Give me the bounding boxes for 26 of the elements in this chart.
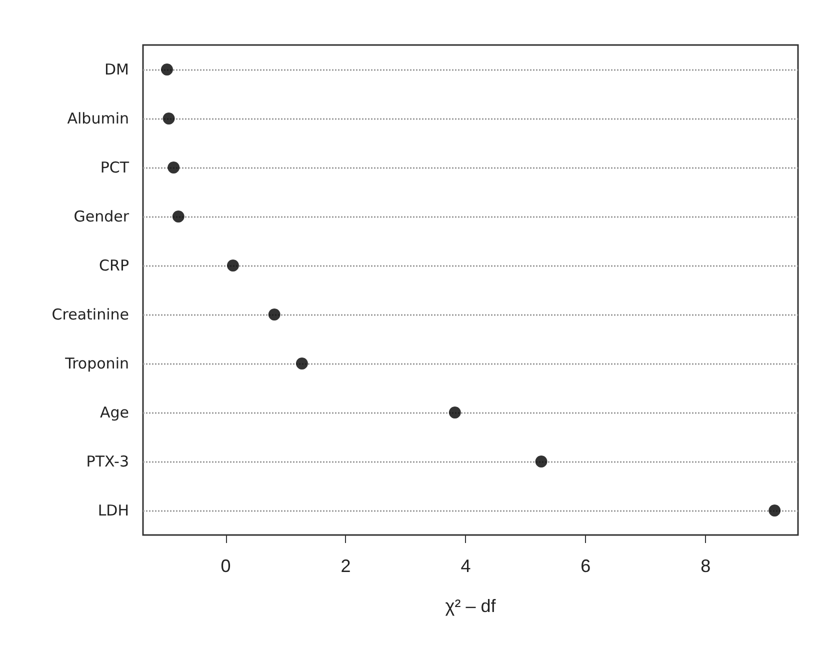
x-tick-label: 4 bbox=[460, 556, 471, 576]
point bbox=[172, 210, 184, 222]
point bbox=[448, 406, 461, 418]
point bbox=[268, 308, 280, 320]
y-tick-label: Troponin bbox=[64, 354, 129, 372]
y-tick-label: Albumin bbox=[67, 110, 129, 128]
point bbox=[162, 112, 175, 124]
y-tick-label: PCT bbox=[100, 158, 130, 176]
x-tick-label: 0 bbox=[220, 556, 231, 576]
x-tick-label: 8 bbox=[700, 556, 711, 576]
y-tick-label: CRP bbox=[99, 256, 129, 274]
point bbox=[161, 64, 173, 76]
point bbox=[296, 358, 308, 370]
y-tick-label: Age bbox=[100, 404, 129, 422]
y-tick-label: LDH bbox=[98, 502, 129, 520]
y-tick-label: DM bbox=[104, 60, 129, 78]
x-tick-label: 6 bbox=[580, 556, 591, 576]
y-tick-label: Gender bbox=[74, 208, 130, 226]
y-tick-label: Creatinine bbox=[52, 306, 129, 324]
point bbox=[535, 456, 548, 468]
y-tick-label: PTX-3 bbox=[86, 452, 129, 470]
x-tick-label: 2 bbox=[340, 556, 351, 576]
x-axis-title: χ² – df bbox=[445, 596, 497, 616]
point bbox=[768, 504, 781, 516]
point bbox=[168, 162, 180, 174]
point bbox=[226, 260, 239, 272]
